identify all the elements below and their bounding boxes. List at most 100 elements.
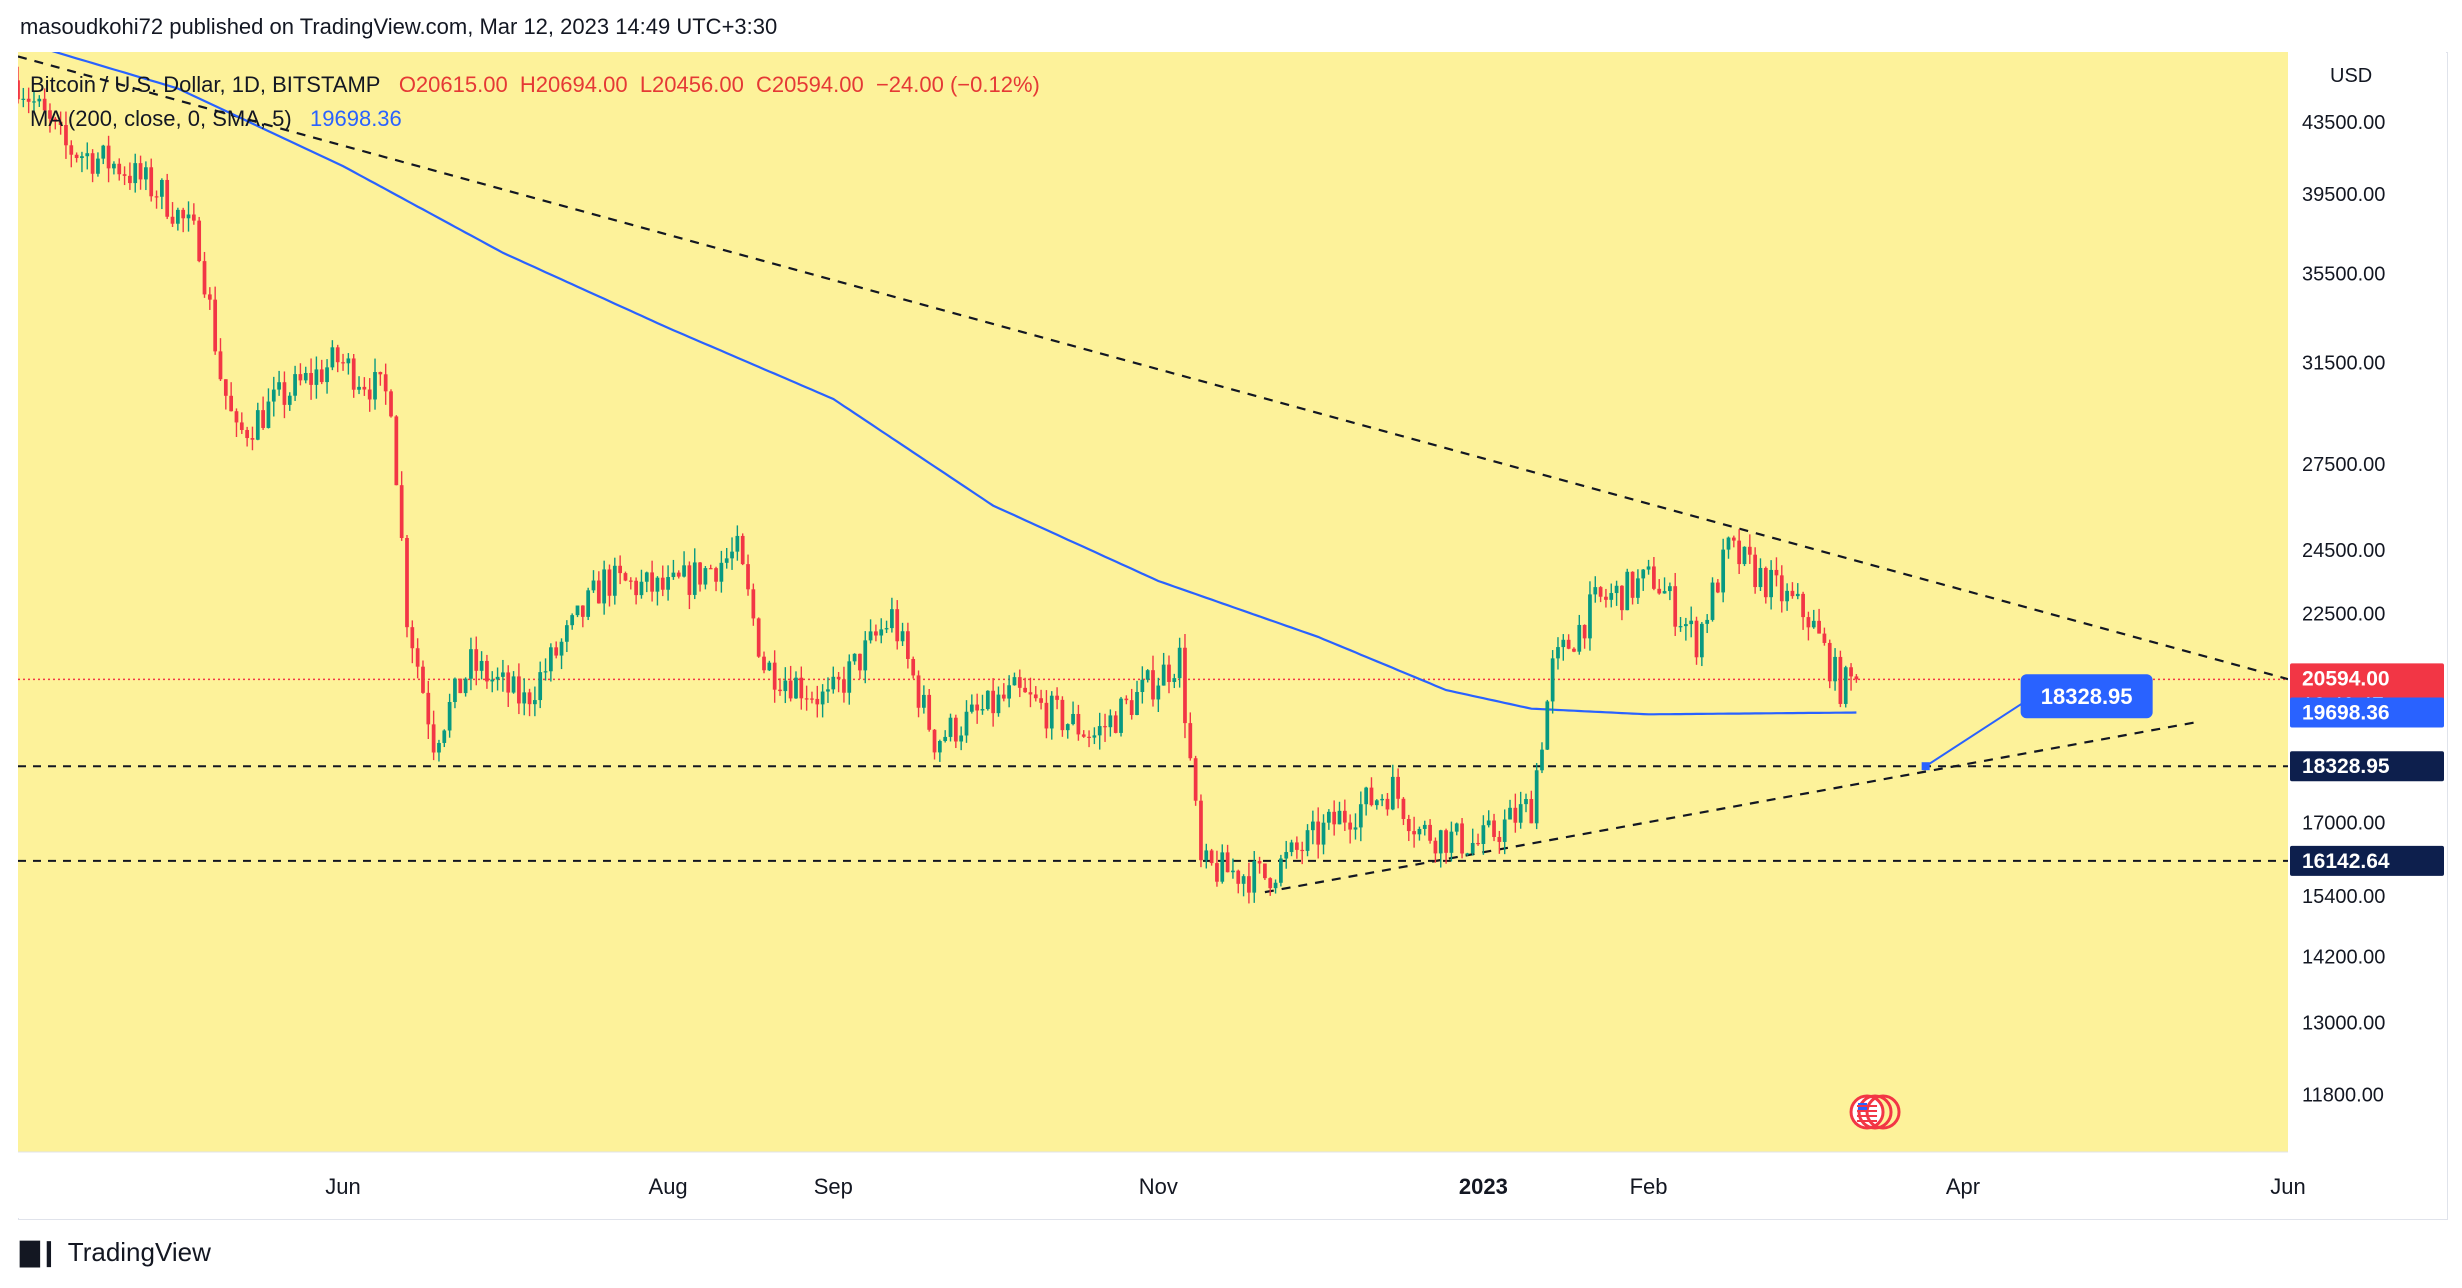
candle-body [85, 153, 90, 157]
price-tick-label: 43500.00 [2302, 112, 2385, 134]
candle-body [1524, 799, 1528, 805]
candle-body [1449, 831, 1454, 853]
candle-body [1843, 667, 1848, 704]
trendline[interactable] [1264, 720, 2198, 894]
candle-body [1609, 593, 1614, 600]
candle-body [175, 209, 180, 224]
callout-badge[interactable] [2020, 674, 2153, 719]
candle-body [751, 589, 756, 619]
candle-body [1625, 571, 1630, 611]
candle-body [431, 724, 436, 753]
candle-body [1811, 620, 1816, 628]
candle-body [1769, 569, 1773, 598]
projection-point[interactable] [1921, 762, 1930, 771]
ma-line-group [51, 52, 1857, 716]
level2-price-badge[interactable] [2290, 845, 2444, 876]
candle-body [1039, 698, 1043, 703]
candle-body [1737, 540, 1742, 565]
candle-body [1140, 679, 1145, 692]
candle-body [1715, 582, 1720, 593]
candle-body [421, 666, 425, 693]
candle-body [879, 629, 884, 636]
candle-body [1199, 800, 1203, 861]
candle-body [996, 694, 1001, 714]
candle-body [1151, 670, 1155, 700]
price-axis[interactable]: USD 43500.00 39500.00 35500.00 31500.00 27500… [2288, 52, 2446, 1218]
chart[interactable]: 18328.95 USD 43500.00 39500.00 35500.00 3150… [18, 52, 2446, 1218]
candle-body [916, 675, 921, 708]
candle-body [1252, 860, 1257, 893]
symbol-label[interactable]: Bitcoin / U.S. Dollar, 1D, BITSTAMP [30, 72, 381, 97]
candle-body [319, 369, 324, 383]
ma-price-badge[interactable] [2290, 697, 2444, 728]
event-icons[interactable] [1849, 1094, 1901, 1130]
candle-body [1055, 695, 1059, 700]
candle-body [287, 395, 292, 405]
price-callout[interactable]: 18328.95 [1921, 674, 2153, 771]
candle-body [1854, 676, 1859, 680]
candle-body [1849, 667, 1853, 677]
candle-body [1513, 807, 1518, 823]
candle-body [746, 564, 750, 590]
projection-line[interactable] [1925, 700, 2027, 768]
candle-body [239, 422, 244, 430]
time-axis[interactable]: Jun Aug Sep Nov 2023 Feb Apr Jun [18, 1151, 2446, 1218]
candle-body [772, 662, 777, 690]
candle-body [133, 163, 138, 184]
candle-body [1822, 633, 1827, 643]
candle-body [399, 485, 404, 539]
candle-body [26, 98, 31, 102]
candle-body [1817, 620, 1821, 634]
candle-body [122, 174, 127, 176]
candle-body [293, 374, 297, 396]
level1-price-badge[interactable] [2290, 751, 2444, 782]
candle-body [953, 717, 958, 742]
candle-body [1305, 830, 1310, 851]
time-tick-label: Feb [1630, 1174, 1668, 1199]
candle-body [687, 565, 692, 595]
price-tick-label: 14200.00 [2302, 946, 2385, 968]
candle-body [191, 214, 196, 221]
ma-label[interactable]: MA (200, close, 0, SMA, 5) [30, 106, 292, 131]
trendline[interactable] [18, 55, 2289, 681]
candle-body [1332, 811, 1337, 825]
candle-body [1135, 691, 1139, 715]
candle-body [282, 382, 287, 405]
candle-body [1486, 820, 1491, 826]
candle-body [128, 175, 132, 184]
candle-body [1177, 647, 1182, 679]
chart-legend: Bitcoin / U.S. Dollar, 1D, BITSTAMP O206… [30, 68, 1040, 136]
candle-body [367, 389, 372, 400]
candle-body [1300, 849, 1305, 852]
candle-body [341, 362, 345, 364]
tradingview-logo-icon[interactable]: ▇❙ [20, 1237, 60, 1267]
candle-body [479, 660, 484, 671]
candle-body [564, 625, 569, 642]
trendlines[interactable] [18, 55, 2289, 894]
candle-body [906, 631, 910, 659]
candle-body [165, 179, 170, 217]
candle-body [628, 580, 633, 582]
candle-body [485, 660, 489, 682]
candle-body [1454, 823, 1459, 832]
candle-body [1081, 734, 1086, 737]
candle-body [1380, 798, 1384, 801]
candle-body [1241, 876, 1246, 884]
candle-body [740, 535, 745, 565]
ma-value: 19698.36 [310, 106, 402, 131]
brand-name[interactable]: TradingView [67, 1237, 211, 1267]
candle-body [682, 565, 686, 577]
candle-body [1460, 823, 1464, 854]
candle-body [1076, 713, 1081, 735]
candle-body [1310, 821, 1315, 831]
candle-body [1406, 818, 1411, 832]
candle-body [644, 572, 649, 582]
candle-body [533, 700, 537, 705]
candle-body [1774, 569, 1779, 576]
candle-body [469, 649, 473, 679]
candle-body [969, 704, 974, 712]
candle-body [96, 158, 100, 174]
candle-body [314, 369, 319, 385]
candle-body [810, 698, 814, 700]
candle-body [911, 658, 916, 676]
